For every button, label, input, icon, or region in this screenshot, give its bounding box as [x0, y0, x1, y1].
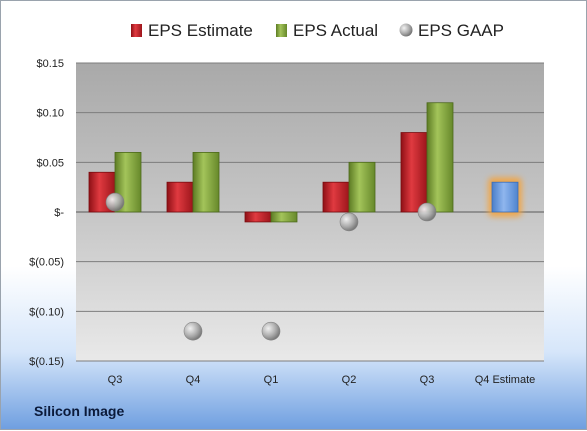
y-tick-label: $0.15 — [36, 58, 64, 70]
eps-gaap-point — [417, 202, 437, 222]
eps-actual-bar — [426, 102, 454, 213]
y-tick-label: $(0.15) — [29, 356, 64, 368]
y-tick-label: $(0.10) — [29, 306, 64, 318]
eps-actual-bar — [270, 211, 298, 223]
company-name: Silicon Image — [34, 403, 125, 419]
eps-actual-bar — [192, 151, 220, 213]
eps-gaap-point — [105, 192, 125, 212]
eps-estimate-bar — [400, 132, 428, 213]
x-tick-label: Q3 — [108, 374, 123, 386]
y-tick-label: $(0.05) — [29, 257, 64, 269]
gridlines — [76, 62, 544, 362]
x-axis: Q3 Q4 Q1 Q2 Q3 Q4 Estimate — [108, 374, 536, 386]
eps-actual-bar — [348, 161, 376, 213]
eps-gaap-point — [183, 321, 203, 341]
legend: EPS Estimate EPS Actual EPS GAAP — [131, 21, 504, 40]
q4-estimate-bar — [491, 181, 519, 213]
eps-gaap-point — [261, 321, 281, 341]
x-tick-label: Q2 — [342, 374, 357, 386]
x-tick-label: Q4 Estimate — [475, 374, 536, 386]
x-tick-label: Q3 — [420, 374, 435, 386]
legend-label: EPS Actual — [293, 21, 378, 40]
legend-swatch-gaap — [399, 23, 413, 37]
y-axis: $0.15 $0.10 $0.05 $- $(0.05) $(0.10) $(0.15) — [29, 58, 64, 368]
eps-estimate-bar — [244, 211, 272, 223]
y-tick-label: $0.10 — [36, 108, 64, 120]
legend-label: EPS Estimate — [148, 21, 253, 40]
y-tick-label: $- — [54, 207, 64, 219]
eps-gaap-point — [339, 212, 359, 232]
data-marks — [88, 102, 522, 341]
legend-label: EPS GAAP — [418, 21, 504, 40]
y-tick-label: $0.05 — [36, 157, 64, 169]
x-tick-label: Q4 — [186, 374, 201, 386]
eps-estimate-bar — [166, 181, 194, 213]
legend-swatch-estimate — [131, 24, 142, 37]
x-tick-label: Q1 — [264, 374, 279, 386]
eps-estimate-bar — [322, 181, 350, 213]
legend-swatch-actual — [276, 24, 287, 37]
